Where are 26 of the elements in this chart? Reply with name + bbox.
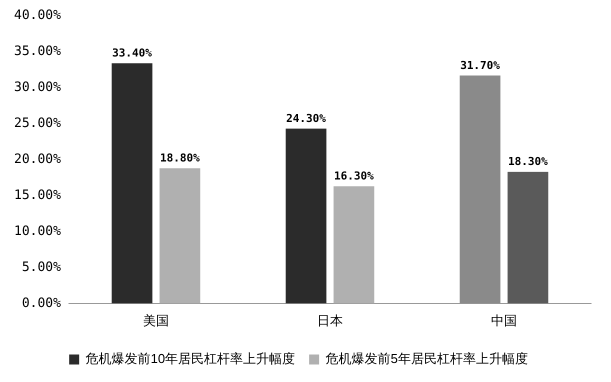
bar xyxy=(460,75,500,304)
x-tick-label: 美国 xyxy=(142,312,169,328)
bar xyxy=(334,186,374,304)
data-label: 18.80% xyxy=(160,152,200,165)
y-tick-label: 40.00% xyxy=(14,8,62,24)
y-tick-label: 20.00% xyxy=(14,152,62,167)
y-tick-label: 5.00% xyxy=(22,260,62,275)
x-tick-label: 日本 xyxy=(316,312,343,328)
bar xyxy=(286,128,326,304)
x-tick-label: 中国 xyxy=(490,312,517,328)
bar xyxy=(112,63,152,304)
data-label: 33.40% xyxy=(112,46,152,60)
data-label: 24.30% xyxy=(286,112,326,126)
y-tick-label: 35.00% xyxy=(14,44,62,60)
bar xyxy=(508,172,548,304)
data-label: 18.30% xyxy=(508,155,548,168)
data-label: 16.30% xyxy=(334,170,374,183)
data-label: 31.70% xyxy=(460,58,500,72)
y-tick-label: 0.00% xyxy=(22,296,62,311)
y-tick-label: 10.00% xyxy=(14,224,62,239)
bar xyxy=(160,168,200,304)
y-tick-label: 25.00% xyxy=(14,116,62,132)
legend-label: 危机爆发前5年居民杠杆率上升幅度 xyxy=(326,351,528,366)
legend-label: 危机爆发前10年居民杠杆率上升幅度 xyxy=(86,351,296,366)
y-tick-label: 30.00% xyxy=(14,80,62,96)
y-tick-label: 15.00% xyxy=(14,188,62,203)
